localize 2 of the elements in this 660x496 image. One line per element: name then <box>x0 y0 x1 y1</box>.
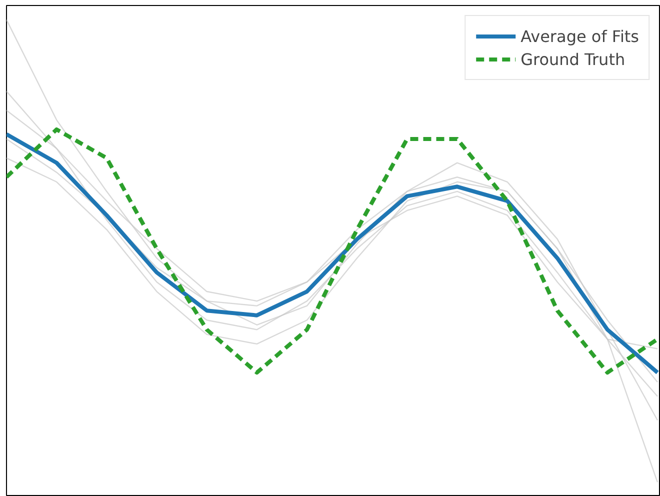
legend-label: Ground Truth <box>520 50 626 68</box>
legend-label: Average of Fits <box>520 26 639 46</box>
